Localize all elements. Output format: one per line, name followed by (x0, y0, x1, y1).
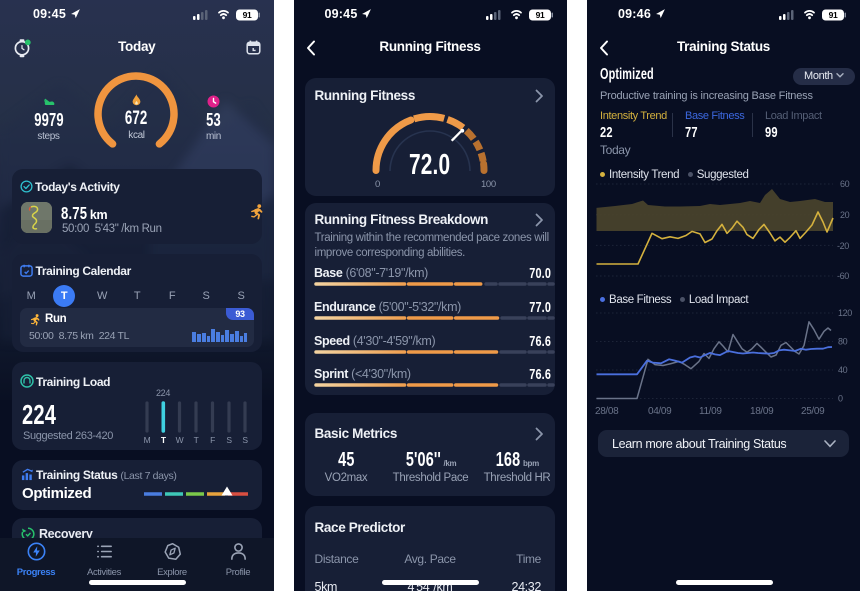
svg-text:04/09: 04/09 (648, 406, 672, 417)
svg-text:91: 91 (242, 10, 251, 20)
svg-text:91: 91 (829, 10, 838, 20)
svg-text:28/08: 28/08 (595, 406, 619, 417)
svg-text:25/09: 25/09 (801, 406, 825, 417)
svg-text:60: 60 (840, 180, 850, 189)
svg-text:40: 40 (838, 365, 848, 375)
svg-text:20: 20 (840, 210, 850, 220)
svg-text:120: 120 (838, 308, 852, 318)
svg-text:91: 91 (535, 10, 544, 20)
svg-text:80: 80 (838, 337, 848, 347)
svg-text:18/09: 18/09 (750, 406, 774, 417)
svg-text:-60: -60 (837, 271, 849, 281)
svg-text:-20: -20 (837, 241, 849, 251)
svg-text:0: 0 (838, 394, 843, 404)
svg-text:11/09: 11/09 (699, 406, 722, 417)
